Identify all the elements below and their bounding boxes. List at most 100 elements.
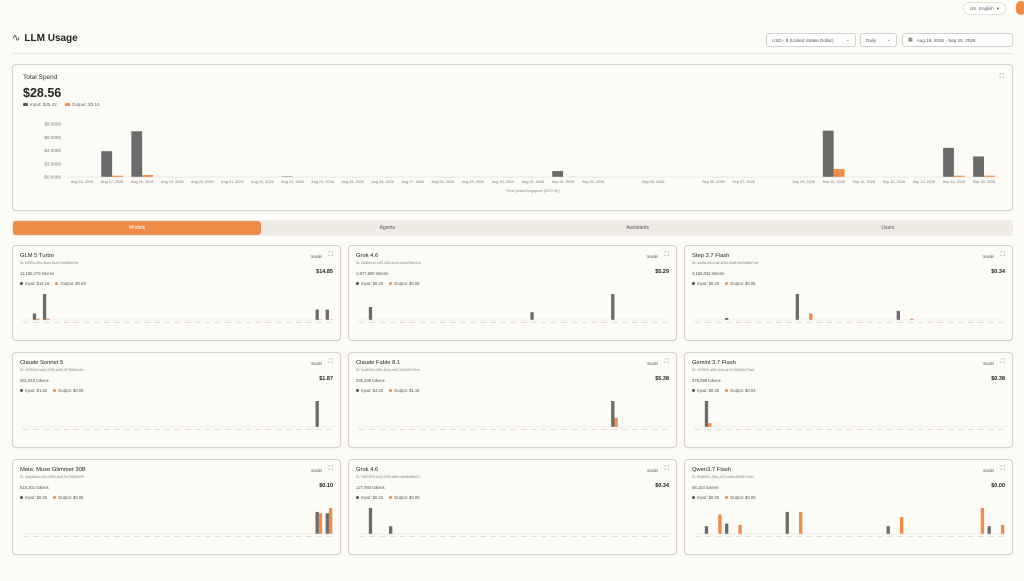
x-tick-mark [816,536,823,537]
model-cost: $1.87 [319,376,333,382]
expand-icon[interactable]: ⛶ [664,466,669,472]
currency-value: USD - $ (United States Dollar) [772,37,834,43]
x-tick-mark [154,536,161,537]
x-tick-mark [214,536,221,537]
tab-agents[interactable]: Agents [379,225,396,231]
expand-icon[interactable]: ⛶ [999,74,1004,80]
legend-input-label: Input: $26.42 [30,102,57,107]
x-tick-mark [836,536,843,537]
x-tick-mark [540,536,547,537]
x-tick-mark [429,536,436,537]
x-tick-mark [755,536,762,537]
x-tick-mark [581,536,588,537]
input-bar [32,313,37,320]
expand-icon[interactable]: ⛶ [664,359,669,365]
model-tokens: 335,336 tokens [356,378,385,383]
output-bar [614,417,618,427]
tab-assistants[interactable]: Assistants [626,225,650,231]
x-tick-mark [641,536,648,537]
x-tick-mark [907,322,914,323]
expand-icon[interactable]: ⛶ [328,466,333,472]
x-axis-title: Time (Asia/Singapore (UTC+8)) [506,189,560,193]
tab-models[interactable]: Models [13,221,262,235]
user-avatar[interactable] [1016,1,1024,15]
x-tick-mark [917,536,924,537]
x-tick-mark [184,429,191,430]
x-tick-mark [571,322,578,323]
x-tick-mark [876,536,883,537]
x-tick-mark [214,322,221,323]
chevron-down-icon: ⌄ [845,37,850,43]
x-tick-mark [601,429,608,430]
expand-icon[interactable]: ⛶ [328,359,333,365]
model-card[interactable]: Gemini 3.7 Flash ID: cf7f9f20-af5d-4c6a-… [684,352,1013,448]
x-tick-mark [43,429,50,430]
x-tick-mark [359,429,366,430]
x-tick-mark [53,322,60,323]
output-bar [899,517,904,534]
model-card[interactable]: Claude Sonnet 5 ID: 2f2f9c8a-0ad4-4380-a… [12,352,341,448]
x-tick-mark [816,429,823,430]
input-bar [315,401,319,427]
x-tick-mark [325,536,332,537]
x-tick-mark [439,429,446,430]
output-bar [953,175,965,177]
expand-icon[interactable]: ⛶ [664,252,669,258]
model-card[interactable]: Grok 4.6 ID: 08d84e4e-b2f5-4f5c-bec6-b4c… [348,245,677,341]
input-bar [552,171,564,177]
tab-users[interactable]: Users [881,225,895,231]
x-tick-mark [43,322,50,323]
model-card[interactable]: Grok 4.6 ID: 2d57892f-5c0f-4950-8a9f-c4b… [348,459,677,555]
x-tick-mark [265,536,272,537]
x-tick-mark [460,429,467,430]
x-tick-mark [154,322,161,323]
model-card[interactable]: Step 3.7 Flash ID: a8d5cec8-cca5-4b5a-8a… [684,245,1013,341]
model-cost: $0.38 [991,376,1005,382]
x-tick-mark [113,429,120,430]
x-tick-mark [33,536,40,537]
expand-icon[interactable]: ⛶ [1000,466,1005,472]
x-tick-mark [745,429,752,430]
expand-icon[interactable]: ⛶ [328,252,333,258]
x-tick-mark [755,429,762,430]
legend-input: Input: $0.35 [692,388,719,393]
date-range-picker[interactable]: ▦ Aug 16, 2026 - Sep 15, 2026 [902,33,1013,47]
x-tick-mark [164,536,171,537]
expand-icon[interactable]: ⛶ [1000,252,1005,258]
x-tick-mark [967,322,974,323]
model-card[interactable]: Meta: Muse Glimmer 30B ID: 4b8d6a2e-4f1d… [12,459,341,555]
x-tick-mark [389,536,396,537]
legend-input: Input: $0.05 [20,495,47,500]
x-tick-mark [560,322,567,323]
x-tick-mark [715,536,722,537]
currency-select[interactable]: USD - $ (United States Dollar) ⌄ [766,33,856,47]
expand-icon[interactable]: ⛶ [1000,359,1005,365]
output-bar [809,313,813,320]
legend-output: Output: $0.09 [389,281,420,286]
x-tick-mark [285,536,292,537]
model-card[interactable]: Claude Fable 8.1 ID: bca8f3e6-49fb-4bce-… [348,352,677,448]
model-card[interactable]: Qwen3.7 Flash ID: f8a8d9b1-5f4d-4f22-a6f… [684,459,1013,555]
x-tick-mark [611,536,618,537]
x-tick-mark [235,429,242,430]
x-tick-label: Sep 14, 2026 [943,180,966,184]
model-tokens: 127,993 tokens [356,485,385,490]
language-selector[interactable]: US English ▾ [962,2,1006,15]
model-legend: Input: $0.00 Output: $0.00 [692,495,756,500]
x-tick-mark [63,429,70,430]
model-tokens: 1,977,609 tokens [356,271,389,276]
x-tick-label: Aug 16, 2026 [71,180,94,184]
model-chart [357,401,670,430]
x-tick-mark [235,322,242,323]
x-tick-mark [470,429,477,430]
granularity-select[interactable]: Daily ⌄ [860,33,897,47]
legend-input: Input: $0.34 [356,495,383,500]
x-tick-mark [305,536,312,537]
input-dot [20,389,23,392]
input-bar [389,526,393,534]
model-card[interactable]: GLM 5 Turbo ID: f4f9f7a-8f0c-4bac-8c15-f… [12,245,341,341]
x-tick-mark [745,536,752,537]
x-tick-mark [429,429,436,430]
model-legend: Input: $0.34 Output: $0.00 [356,495,420,500]
x-tick-mark [23,536,30,537]
